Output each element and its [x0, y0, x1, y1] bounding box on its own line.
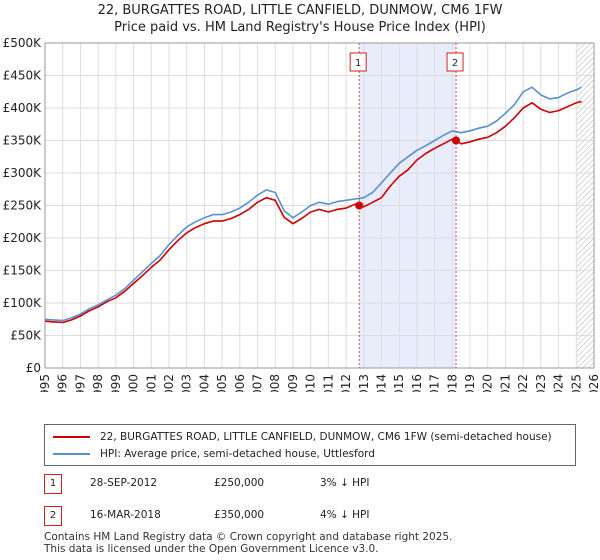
x-tick-label: 2003 [180, 374, 194, 392]
y-tick-label: £100K [3, 296, 43, 310]
x-tick-label: 2022 [516, 374, 530, 392]
transaction-row: 2 16-MAR-2018 £350,000 4% ↓ HPI [0, 506, 600, 526]
transaction-badge: 1 [44, 474, 62, 494]
y-tick-label: £350K [3, 134, 43, 148]
x-tick-label: 2007 [251, 374, 265, 392]
legend-label-hpi: HPI: Average price, semi-detached house,… [100, 448, 375, 460]
x-tick-label: 2023 [534, 374, 548, 392]
x-tick-label: 2014 [374, 374, 388, 392]
x-tick-label: 2015 [392, 374, 406, 392]
x-tick-label: 1997 [73, 374, 87, 392]
legend-swatch-hpi [53, 453, 90, 455]
x-tick-label: 2011 [321, 374, 335, 392]
sale-label: 1 [355, 58, 361, 69]
x-tick-label: 2021 [498, 374, 512, 392]
y-tick-label: £400K [3, 101, 43, 115]
sale-label: 2 [452, 58, 458, 69]
y-tick-label: £500K [3, 36, 43, 50]
x-tick-label: 2016 [410, 374, 424, 392]
x-tick-label: 2004 [197, 374, 211, 392]
transaction-date: 28-SEP-2012 [90, 477, 157, 489]
transaction-badge: 2 [44, 506, 62, 526]
x-tick-label: 1996 [56, 374, 70, 392]
transaction-price: £250,000 [214, 477, 264, 489]
x-tick-label: 2001 [144, 374, 158, 392]
x-tick-label: 2006 [233, 374, 247, 392]
legend-item-property: 22, BURGATTES ROAD, LITTLE CANFIELD, DUN… [53, 429, 552, 445]
x-tick-label: 2013 [357, 374, 371, 392]
sale-point [355, 202, 363, 210]
transaction-date: 16-MAR-2018 [90, 509, 161, 521]
x-tick-label: 2012 [339, 374, 353, 392]
x-tick-label: 2009 [286, 374, 300, 392]
x-tick-label: 2005 [215, 374, 229, 392]
transaction-row: 1 28-SEP-2012 £250,000 3% ↓ HPI [0, 474, 600, 494]
y-tick-label: £300K [3, 166, 43, 180]
x-tick-label: 2020 [481, 374, 495, 392]
x-tick-label: 2025 [569, 374, 583, 392]
x-tick-label: 1995 [38, 374, 52, 392]
footer-licence: This data is licensed under the Open Gov… [44, 543, 584, 555]
legend-swatch-property [53, 436, 90, 438]
legend-label-property: 22, BURGATTES ROAD, LITTLE CANFIELD, DUN… [100, 431, 552, 443]
transaction-price: £350,000 [214, 509, 264, 521]
y-tick-label: £50K [10, 329, 42, 343]
transaction-hpi: 4% ↓ HPI [320, 509, 369, 521]
y-tick-label: £200K [3, 231, 43, 245]
x-tick-label: 2024 [552, 374, 566, 392]
y-tick-label: £0 [26, 361, 41, 375]
x-tick-label: 1998 [91, 374, 105, 392]
x-tick-label: 2017 [428, 374, 442, 392]
sale-point [452, 137, 460, 145]
x-tick-label: 1999 [109, 374, 123, 392]
x-tick-label: 2000 [127, 374, 141, 392]
footer-copyright: Contains HM Land Registry data © Crown c… [44, 531, 584, 543]
x-tick-label: 2008 [268, 374, 282, 392]
price-chart: £0 £50K £100K £150K £200K £250K £300K £350K £400… [0, 0, 600, 392]
x-tick-label: 2010 [304, 374, 318, 392]
y-tick-label: £250K [3, 199, 43, 213]
x-tick-label: 2019 [463, 374, 477, 392]
x-tick-label: 2002 [162, 374, 176, 392]
x-tick-label: 2026 [587, 374, 600, 392]
legend: 22, BURGATTES ROAD, LITTLE CANFIELD, DUN… [44, 424, 576, 466]
transaction-hpi: 3% ↓ HPI [320, 477, 369, 489]
x-tick-label: 2018 [445, 374, 459, 392]
y-tick-label: £450K [3, 69, 43, 83]
y-tick-label: £150K [3, 264, 43, 278]
legend-item-hpi: HPI: Average price, semi-detached house,… [53, 446, 375, 462]
